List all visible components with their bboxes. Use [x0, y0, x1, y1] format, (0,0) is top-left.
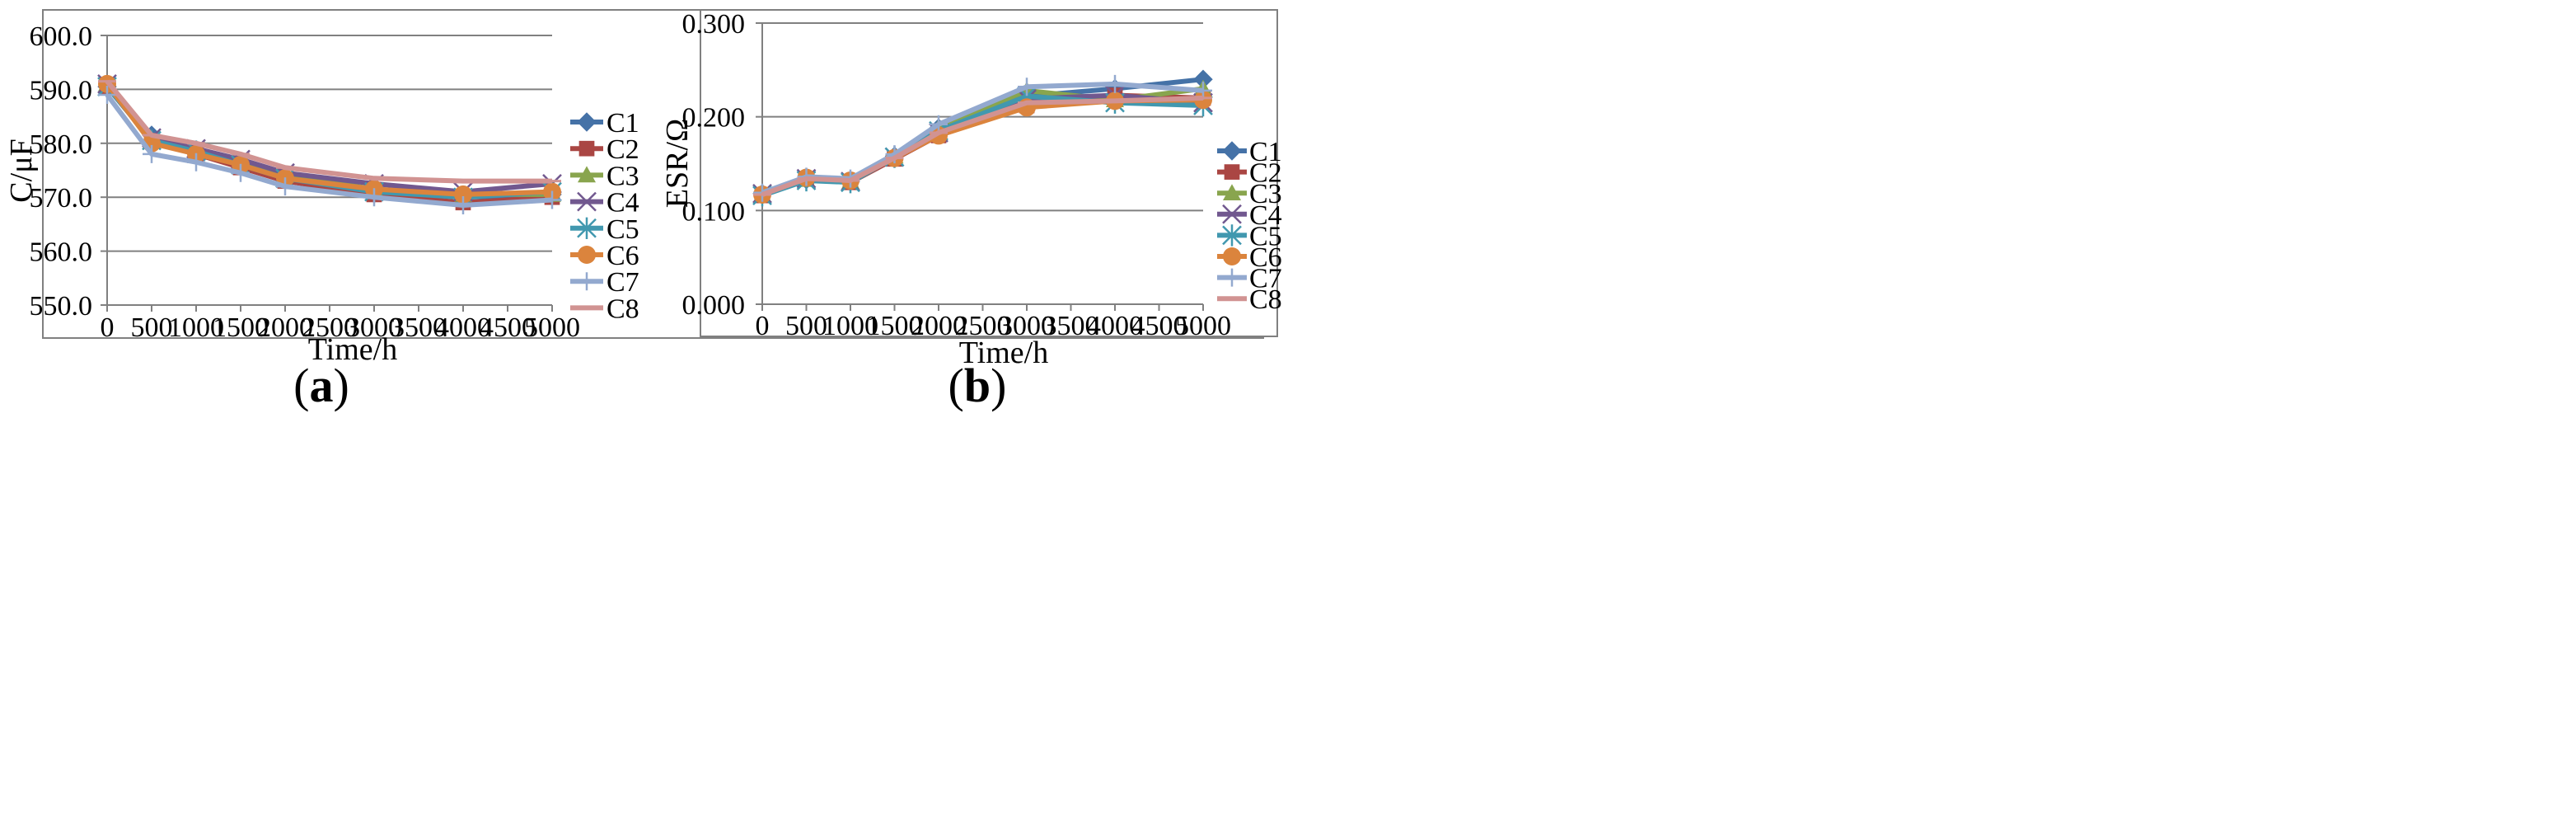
legend-label-c8: C8 — [607, 294, 639, 324]
y-axis-title: ESR/Ω — [660, 119, 695, 209]
legend-marker-c6 — [578, 246, 596, 264]
x-axis-title: Time/h — [959, 336, 1048, 370]
y-tick-label: 0.300 — [682, 9, 746, 40]
data-point-c7 — [143, 144, 161, 163]
data-point-c7 — [98, 85, 116, 104]
y-tick-label: 600.0 — [30, 21, 93, 52]
legend-label-c1: C1 — [607, 108, 639, 139]
legend-marker-c3 — [1223, 184, 1241, 200]
legend-label-c7: C7 — [1249, 264, 1282, 294]
panel-label-letter: b — [964, 359, 991, 412]
legend-marker-c1 — [1222, 141, 1242, 161]
y-tick-label: 580.0 — [30, 129, 93, 160]
legend-marker-c2 — [578, 140, 595, 157]
x-tick-label: 3000 — [999, 311, 1055, 341]
legend-marker-c7 — [578, 272, 596, 291]
x-tick-label: 1000 — [822, 311, 878, 341]
x-tick-label: 1500 — [867, 311, 923, 341]
x-tick-label: 0 — [756, 311, 770, 341]
x-tick-label: 2500 — [955, 311, 1011, 341]
data-point-c7 — [232, 163, 250, 182]
chart-frame — [700, 9, 1278, 337]
x-tick-label: 500 — [131, 312, 173, 343]
panel-label-open: ( — [948, 359, 964, 412]
panel-label-close: ) — [991, 359, 1006, 412]
legend-marker-c4 — [1222, 204, 1242, 224]
x-tick-label: 500 — [785, 311, 827, 341]
data-point-c7 — [543, 190, 561, 209]
series-line-c8 — [105, 79, 552, 184]
panel-label-letter: a — [310, 359, 334, 412]
x-tick-label: 3500 — [1043, 311, 1099, 341]
x-tick-label: 2000 — [911, 311, 967, 341]
y-tick-label: 550.0 — [30, 291, 93, 322]
x-tick-label: 1000 — [168, 312, 224, 343]
y-tick-label: 570.0 — [30, 183, 93, 214]
legend-label-c1: C1 — [1249, 137, 1282, 167]
legend-label-c6: C6 — [1249, 242, 1282, 273]
legend-label-c4: C4 — [607, 188, 639, 218]
legend-marker-c2 — [1224, 164, 1240, 180]
data-point-c7 — [187, 153, 205, 171]
legend-label-c5: C5 — [607, 214, 639, 245]
x-tick-label: 5000 — [524, 312, 580, 343]
data-point-c7 — [365, 188, 383, 207]
data-point-c7 — [1018, 77, 1036, 96]
x-tick-label: 4500 — [480, 312, 536, 343]
x-tick-label: 3500 — [391, 312, 447, 343]
series-line-c7 — [105, 93, 553, 209]
chart-b: 0.000 0.100 0.200 0.300 0 5001000150020002500… — [660, 9, 1282, 412]
legend-marker-c7 — [1223, 268, 1241, 287]
x-tick-label: 4000 — [435, 312, 491, 343]
x-tick-label: 2000 — [257, 312, 313, 343]
legend-label-c8: C8 — [1249, 284, 1282, 315]
legend-marker-c5 — [577, 217, 597, 239]
legend-marker-c1 — [577, 112, 597, 132]
legend-marker-c3 — [578, 166, 596, 183]
y-tick-label: 590.0 — [30, 75, 93, 106]
x-tick-label: 1500 — [213, 312, 269, 343]
data-point-c7 — [1106, 74, 1124, 93]
y-tick-label: 560.0 — [30, 237, 93, 268]
legend-label-c3: C3 — [607, 161, 639, 191]
x-tick-label: 4000 — [1087, 311, 1143, 341]
legend-marker-c6 — [1223, 247, 1241, 265]
legend-label-c3: C3 — [1249, 179, 1282, 209]
y-tick-label: 0.000 — [682, 290, 746, 321]
x-tick-label: 3000 — [346, 312, 402, 343]
data-point-c7 — [276, 177, 294, 196]
legend-label-c6: C6 — [607, 241, 639, 271]
x-tick-label: 2500 — [302, 312, 358, 343]
legend-marker-c5 — [1222, 224, 1242, 247]
x-tick-label: 0 — [101, 312, 115, 343]
legend-marker-c4 — [577, 191, 597, 212]
y-tick-label: 0.200 — [682, 103, 746, 134]
data-point-c6 — [454, 185, 472, 204]
y-axis-title: C/μF — [4, 139, 39, 202]
legend-label-c4: C4 — [1249, 200, 1282, 231]
y-tick-label: 0.100 — [682, 196, 746, 227]
x-tick-label: 4500 — [1131, 311, 1187, 341]
legend-label-c7: C7 — [607, 267, 639, 298]
legend-label-c2: C2 — [1249, 158, 1282, 189]
panel-label: (b) — [948, 359, 1007, 412]
legend-label-c2: C2 — [607, 134, 639, 165]
legend-label-c5: C5 — [1249, 221, 1282, 251]
data-point-c7 — [454, 196, 472, 215]
x-tick-label: 5000 — [1175, 311, 1231, 341]
panel-label-close: ) — [334, 359, 349, 412]
panel-label: (a) — [293, 359, 349, 412]
x-axis-title: Time/h — [308, 332, 397, 367]
data-point-c7 — [1194, 81, 1212, 100]
panel-label-open: ( — [293, 359, 309, 412]
